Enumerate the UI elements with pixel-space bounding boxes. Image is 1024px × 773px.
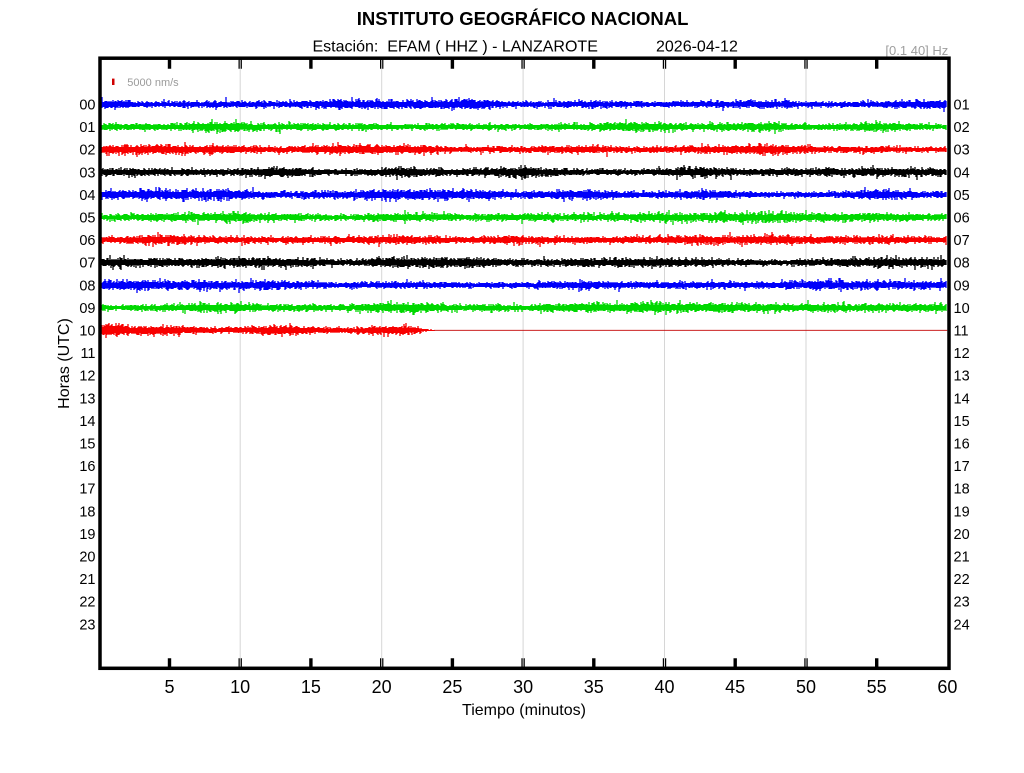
svg-text:[0.1 40] Hz: [0.1 40] Hz — [885, 43, 948, 58]
svg-text:19: 19 — [954, 504, 970, 520]
svg-text:06: 06 — [79, 233, 95, 249]
svg-text:20: 20 — [372, 677, 392, 697]
svg-text:04: 04 — [79, 188, 95, 204]
svg-text:45: 45 — [725, 677, 745, 697]
svg-text:23: 23 — [954, 595, 970, 611]
svg-text:07: 07 — [79, 256, 95, 272]
svg-text:05: 05 — [79, 211, 95, 227]
svg-text:5000 nm/s: 5000 nm/s — [127, 77, 179, 89]
svg-text:15: 15 — [954, 414, 970, 430]
svg-text:21: 21 — [954, 550, 970, 566]
svg-text:16: 16 — [954, 437, 970, 453]
svg-text:06: 06 — [954, 211, 970, 227]
svg-text:16: 16 — [79, 459, 95, 475]
svg-text:09: 09 — [79, 301, 95, 317]
svg-text:20: 20 — [954, 527, 970, 543]
svg-text:02: 02 — [79, 143, 95, 159]
svg-text:18: 18 — [79, 504, 95, 520]
svg-text:09: 09 — [954, 278, 970, 294]
svg-text:08: 08 — [954, 256, 970, 272]
svg-text:12: 12 — [954, 346, 970, 362]
svg-text:15: 15 — [79, 437, 95, 453]
svg-text:40: 40 — [654, 677, 674, 697]
svg-text:10: 10 — [230, 677, 250, 697]
svg-text:2026-04-12: 2026-04-12 — [656, 38, 738, 55]
svg-text:12: 12 — [79, 369, 95, 385]
svg-text:Tiempo (minutos): Tiempo (minutos) — [462, 702, 586, 719]
svg-text:21: 21 — [79, 572, 95, 588]
svg-text:30: 30 — [513, 677, 533, 697]
svg-text:24: 24 — [954, 617, 970, 633]
svg-text:11: 11 — [80, 346, 95, 362]
svg-text:50: 50 — [796, 677, 816, 697]
svg-text:07: 07 — [954, 233, 970, 249]
svg-text:14: 14 — [954, 391, 970, 407]
svg-text:25: 25 — [442, 677, 462, 697]
svg-text:11: 11 — [954, 324, 969, 340]
svg-text:35: 35 — [584, 677, 604, 697]
svg-text:00: 00 — [79, 98, 95, 114]
svg-text:03: 03 — [954, 143, 970, 159]
svg-text:08: 08 — [79, 278, 95, 294]
svg-text:60: 60 — [937, 677, 957, 697]
svg-text:22: 22 — [79, 595, 95, 611]
svg-text:14: 14 — [79, 414, 95, 430]
svg-text:20: 20 — [79, 550, 95, 566]
svg-text:17: 17 — [79, 482, 95, 498]
svg-text:01: 01 — [79, 120, 95, 136]
svg-text:22: 22 — [954, 572, 970, 588]
svg-text:18: 18 — [954, 482, 970, 498]
svg-text:17: 17 — [954, 459, 970, 475]
svg-text:13: 13 — [954, 369, 970, 385]
svg-text:10: 10 — [954, 301, 970, 317]
svg-text:55: 55 — [867, 677, 887, 697]
svg-text:03: 03 — [79, 165, 95, 181]
svg-text:INSTITUTO GEOGRÁFICO NACIONAL: INSTITUTO GEOGRÁFICO NACIONAL — [357, 8, 689, 29]
svg-text:04: 04 — [954, 165, 970, 181]
svg-text:10: 10 — [79, 324, 95, 340]
svg-text:23: 23 — [79, 617, 95, 633]
svg-text:02: 02 — [954, 120, 970, 136]
svg-text:15: 15 — [301, 677, 321, 697]
svg-text:5: 5 — [164, 677, 174, 697]
svg-text:13: 13 — [79, 391, 95, 407]
svg-text:05: 05 — [954, 188, 970, 204]
svg-text:Horas (UTC): Horas (UTC) — [56, 318, 73, 409]
svg-text:01: 01 — [954, 98, 970, 114]
svg-text:19: 19 — [79, 527, 95, 543]
svg-text:Estación: EFAM ( HHZ ) - LANZ: Estación: EFAM ( HHZ ) - LANZAROTE — [313, 38, 598, 55]
